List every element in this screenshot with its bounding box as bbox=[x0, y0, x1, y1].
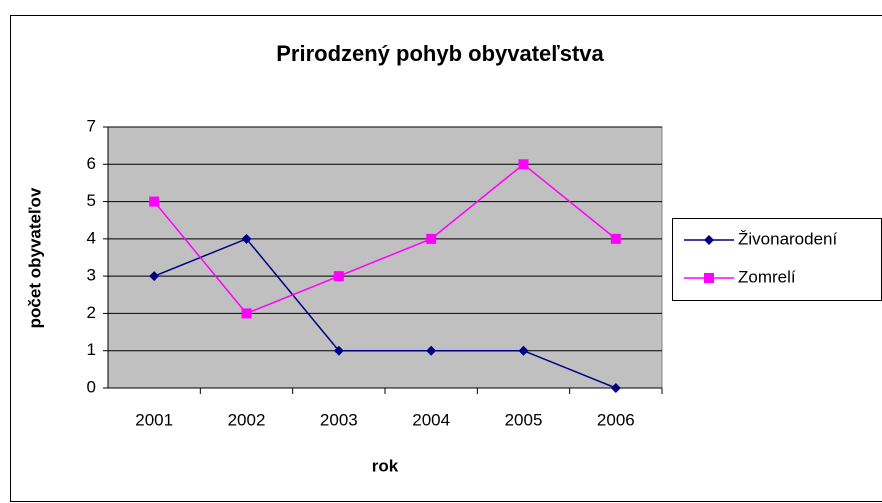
marker bbox=[518, 159, 529, 170]
legend-label: Zomrelí bbox=[738, 267, 796, 286]
marker bbox=[518, 345, 529, 356]
x-tick-label: 2001 bbox=[135, 410, 173, 429]
legend-box bbox=[672, 218, 882, 301]
x-axis-label: rok bbox=[372, 456, 399, 475]
y-tick-label: 6 bbox=[87, 154, 96, 173]
y-tick-label: 3 bbox=[87, 266, 96, 285]
y-tick-label: 5 bbox=[87, 191, 96, 210]
legend-label: Živonarodení bbox=[738, 229, 838, 248]
y-tick-label: 7 bbox=[87, 116, 96, 135]
x-tick-label: 2005 bbox=[505, 410, 543, 429]
x-tick-label: 2006 bbox=[597, 410, 635, 429]
marker bbox=[149, 271, 160, 282]
marker bbox=[426, 345, 437, 356]
marker bbox=[333, 345, 344, 356]
marker bbox=[704, 273, 714, 283]
series-line bbox=[153, 163, 617, 315]
y-tick-label: 1 bbox=[87, 340, 96, 359]
marker bbox=[426, 233, 437, 244]
y-tick-label: 0 bbox=[87, 377, 96, 396]
y-tick-label: 2 bbox=[87, 303, 96, 322]
x-tick-label: 2004 bbox=[412, 410, 450, 429]
marker bbox=[241, 308, 252, 319]
marker bbox=[610, 233, 621, 244]
marker bbox=[241, 233, 252, 244]
x-tick-label: 2002 bbox=[228, 410, 266, 429]
series-line bbox=[153, 237, 617, 389]
marker bbox=[704, 235, 714, 245]
x-tick-label: 2003 bbox=[320, 410, 358, 429]
marker bbox=[333, 271, 344, 282]
y-axis-label: počet obyvateľov bbox=[25, 187, 44, 328]
marker bbox=[149, 196, 160, 207]
chart-title: Prirodzený pohyb obyvateľstva bbox=[276, 41, 604, 66]
y-tick-label: 4 bbox=[87, 228, 96, 247]
marker bbox=[610, 383, 621, 393]
